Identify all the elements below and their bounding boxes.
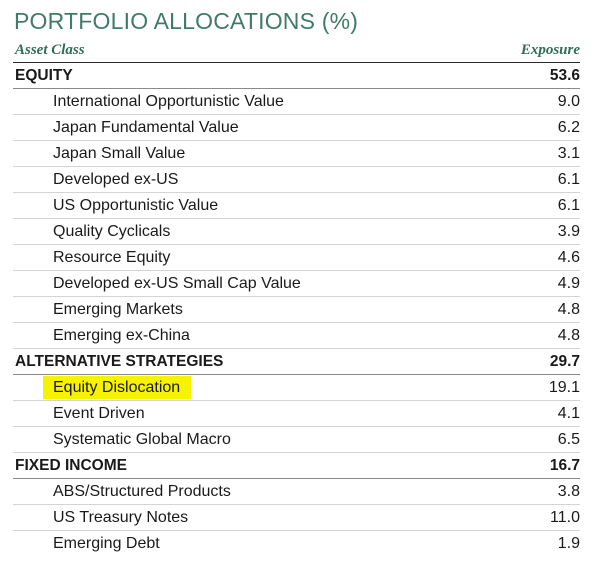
row-label: Event Driven (53, 404, 145, 422)
table-row: Developed ex-US Small Cap Value 4.9 (13, 271, 580, 297)
table-row-highlighted: Equity Dislocation 19.1 (13, 375, 580, 401)
page-title: PORTFOLIO ALLOCATIONS (%) (14, 8, 359, 34)
table-row: Systematic Global Macro 6.5 (13, 427, 580, 453)
column-header-asset-class: Asset Class (15, 42, 85, 58)
row-label: Systematic Global Macro (53, 430, 231, 448)
row-label: US Opportunistic Value (53, 196, 219, 214)
table-row: Emerging Debt 1.9 (13, 531, 580, 557)
table-header: Asset Class Exposure (13, 42, 580, 63)
row-value: 9.0 (557, 92, 580, 110)
row-value: 3.9 (557, 222, 580, 240)
row-value: 4.6 (557, 248, 580, 266)
row-label: US Treasury Notes (53, 508, 189, 526)
group-label: EQUITY (15, 66, 73, 84)
group-total: 16.7 (549, 456, 580, 474)
row-value: 4.8 (557, 326, 580, 344)
group-row-equity: EQUITY 53.6 (13, 63, 580, 89)
table-row: US Opportunistic Value 6.1 (13, 193, 580, 219)
table-row: Japan Fundamental Value 6.2 (13, 115, 580, 141)
row-value: 19.1 (548, 378, 580, 396)
row-label: International Opportunistic Value (53, 92, 284, 110)
table-row: Emerging ex-China 4.8 (13, 323, 580, 349)
table-row: Japan Small Value 3.1 (13, 141, 580, 167)
group-label: FIXED INCOME (15, 456, 127, 474)
row-value: 4.1 (557, 404, 580, 422)
table-row: Resource Equity 4.6 (13, 245, 580, 271)
table-row: Quality Cyclicals 3.9 (13, 219, 580, 245)
row-label: Japan Small Value (53, 144, 186, 162)
row-value: 6.1 (557, 170, 580, 188)
allocations-table: EQUITY 53.6 International Opportunistic … (13, 63, 580, 557)
group-label: ALTERNATIVE STRATEGIES (15, 352, 224, 370)
column-header-exposure: Exposure (520, 42, 580, 58)
row-value: 1.9 (557, 535, 580, 552)
row-label: Developed ex-US (53, 170, 179, 188)
table-row: US Treasury Notes 11.0 (13, 505, 580, 531)
table-row: Developed ex-US 6.1 (13, 167, 580, 193)
row-label: Equity Dislocation (13, 375, 192, 399)
table-row: Event Driven 4.1 (13, 401, 580, 427)
row-value: 6.1 (557, 196, 580, 214)
group-total: 29.7 (549, 352, 580, 370)
row-value: 4.8 (557, 300, 580, 318)
row-label: Quality Cyclicals (53, 222, 171, 240)
row-label: Emerging Markets (53, 300, 183, 318)
group-total: 53.6 (549, 66, 580, 84)
group-row-fixed-income: FIXED INCOME 16.7 (13, 453, 580, 479)
row-label: Japan Fundamental Value (53, 118, 239, 136)
table-row: Emerging Markets 4.8 (13, 297, 580, 323)
row-value: 3.8 (557, 482, 580, 500)
row-label: ABS/Structured Products (53, 482, 231, 500)
row-label: Emerging ex-China (53, 326, 190, 344)
highlighted-text: Equity Dislocation (43, 375, 192, 399)
table-row: International Opportunistic Value 9.0 (13, 89, 580, 115)
row-value: 6.5 (557, 430, 580, 448)
row-label: Emerging Debt (53, 535, 160, 552)
row-label: Developed ex-US Small Cap Value (53, 274, 301, 292)
row-label: Resource Equity (53, 248, 171, 266)
table-row: ABS/Structured Products 3.8 (13, 479, 580, 505)
row-value: 3.1 (557, 144, 580, 162)
group-row-alternative-strategies: ALTERNATIVE STRATEGIES 29.7 (13, 349, 580, 375)
row-value: 6.2 (557, 118, 580, 136)
row-value: 11.0 (550, 508, 580, 526)
row-value: 4.9 (557, 274, 580, 292)
